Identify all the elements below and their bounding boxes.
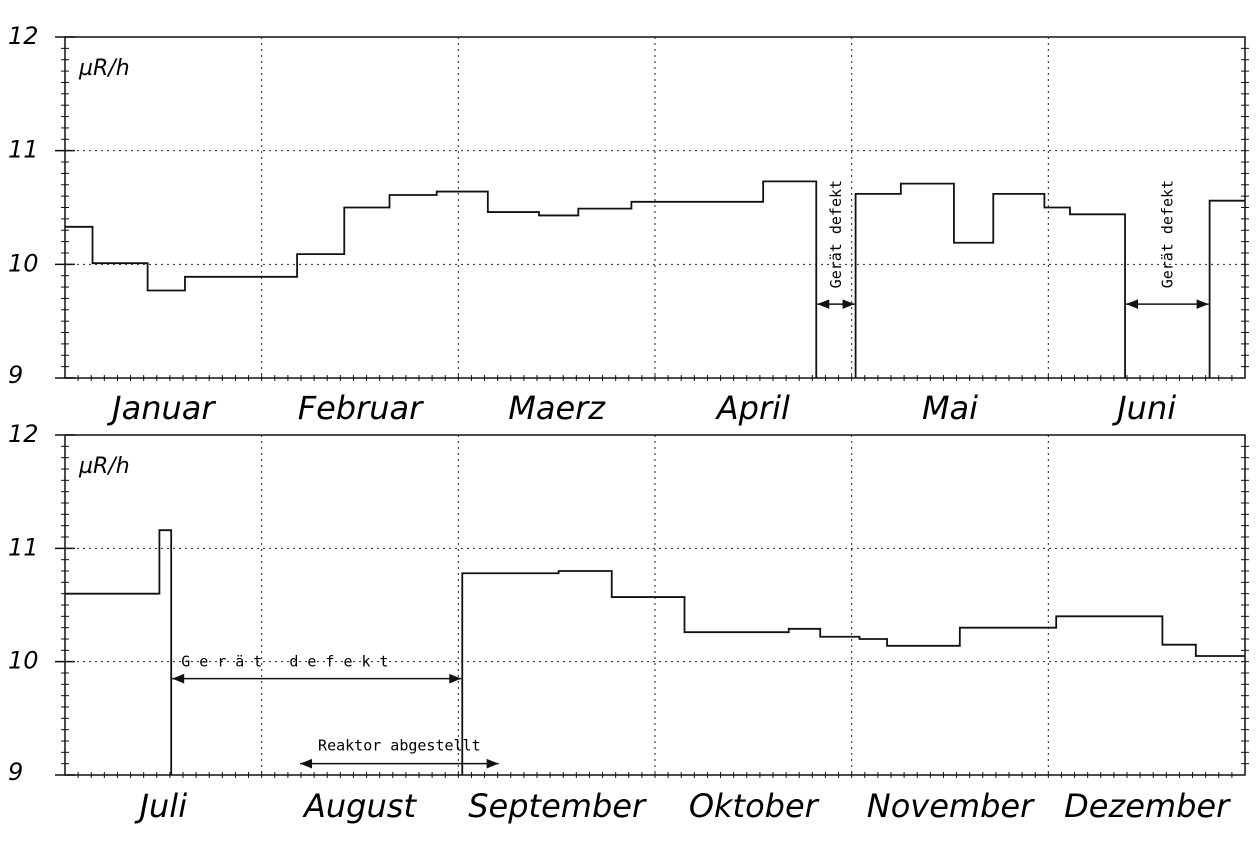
annotation-text: Reaktor abgestellt xyxy=(318,737,481,755)
y-tick-label: 11 xyxy=(8,533,39,561)
x-tick-label: September xyxy=(468,787,647,825)
x-tick-label: Januar xyxy=(106,389,216,427)
x-tick-label: Februar xyxy=(298,389,424,427)
x-tick-label: Dezember xyxy=(1064,787,1231,825)
annotation-text: Gerät defekt xyxy=(827,180,845,288)
x-tick-label: Juni xyxy=(1111,389,1176,427)
x-tick-label: Maerz xyxy=(508,389,606,427)
x-tick-label: April xyxy=(715,389,790,427)
x-tick-label: August xyxy=(302,787,417,825)
x-tick-label: November xyxy=(867,787,1035,825)
step-line xyxy=(65,529,1245,775)
x-tick-label: Juli xyxy=(134,787,188,825)
y-tick-label: 12 xyxy=(8,420,39,448)
y-tick-label: 10 xyxy=(8,249,39,277)
y-tick-label: 9 xyxy=(8,361,23,389)
x-tick-label: Mai xyxy=(922,389,978,427)
unit-label: µR/h xyxy=(78,56,130,81)
annotation-text: Gerät defekt xyxy=(181,653,397,671)
unit-label: µR/h xyxy=(78,454,130,479)
annotation-text: Gerät defekt xyxy=(1158,180,1176,288)
step-line xyxy=(65,180,1245,378)
y-tick-label: 11 xyxy=(8,136,39,164)
y-tick-label: 12 xyxy=(8,22,39,50)
y-tick-label: 9 xyxy=(8,758,23,786)
y-tick-label: 10 xyxy=(8,647,39,675)
x-tick-label: Oktober xyxy=(689,787,820,825)
